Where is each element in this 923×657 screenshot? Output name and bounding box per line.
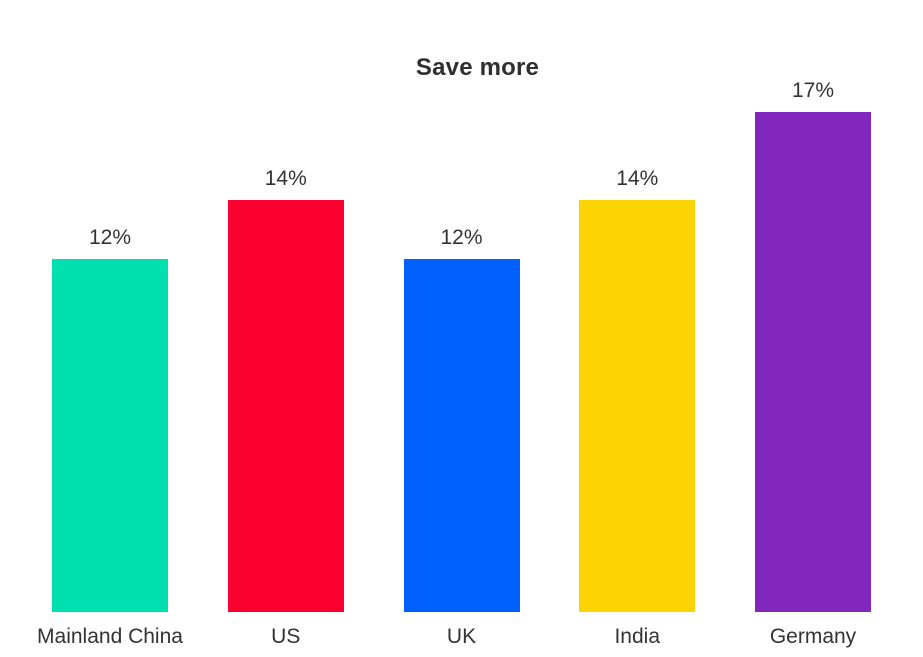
plot-area: 12% Mainland China 14% US 12% UK 14% India 17% Ge… [37,45,871,648]
bar-value-label: 17% [791,79,835,103]
bar-value-label: 12% [440,226,483,250]
bar-value-label: 14% [616,167,659,191]
x-axis-label: Germany [769,625,857,648]
bar-value-label: 14% [264,167,307,191]
bar [403,259,520,612]
bar [755,112,871,612]
x-axis-label: US [271,625,301,648]
x-axis-label: India [614,625,661,648]
bar-value-label: 12% [88,226,132,250]
x-axis-label: UK [446,625,477,648]
bar-group: 12% UK [403,226,520,648]
bar-group: 17% Germany [755,79,871,648]
bar [52,259,168,612]
bar [227,200,344,612]
bar-group: 12% Mainland China [37,226,183,648]
bar-group: 14% US [227,167,344,648]
x-axis-label: Mainland China [37,625,183,648]
chart-title: Save more [415,54,540,81]
bar-group: 14% India [579,167,696,648]
bar [579,200,696,612]
